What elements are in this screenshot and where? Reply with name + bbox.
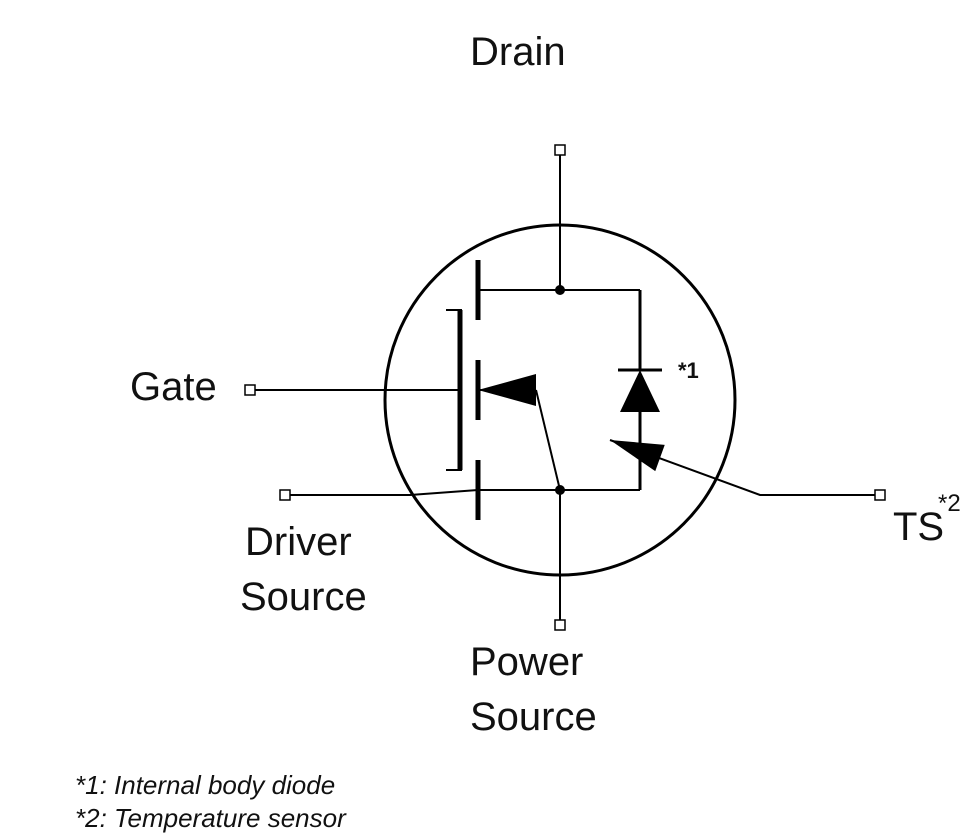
schematic-canvas: Drain Gate Driver Source Power Source TS… xyxy=(0,0,980,837)
label-drain: Drain xyxy=(470,30,566,75)
label-power-source-line1: Power xyxy=(470,640,583,685)
label-ts-superscript: *2 xyxy=(938,490,961,518)
label-power-source-line2: Source xyxy=(470,695,597,740)
label-gate: Gate xyxy=(130,365,217,410)
label-driver-source-line2: Source xyxy=(240,575,367,620)
label-diode-star1: *1 xyxy=(678,358,699,384)
footnote-2: *2: Temperature sensor xyxy=(75,803,346,834)
label-driver-source-line1: Driver xyxy=(245,520,352,565)
footnote-1: *1: Internal body diode xyxy=(75,770,335,801)
label-ts: TS xyxy=(893,505,944,550)
